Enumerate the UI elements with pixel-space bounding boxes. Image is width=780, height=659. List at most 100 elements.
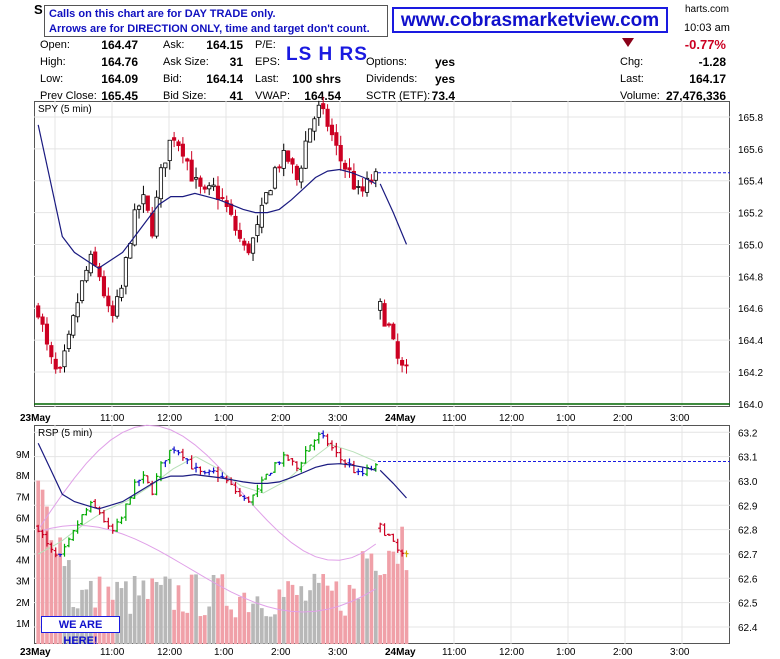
options-value: yes [434,55,455,69]
eps-label: EPS: [255,56,281,68]
spy-y-tick-label: 165.4 [738,177,763,188]
volume-bar [202,615,207,644]
last-value: 164.17 [689,72,726,86]
spy-day2-body [395,341,400,359]
volume-bar [268,616,273,644]
spy-day1-body [79,280,85,302]
spy-day1-body [294,165,299,181]
volume-bar [404,570,409,644]
volume-bar [387,550,391,644]
callout-line-1: Calls on this chart are for DAY TRADE on… [49,8,276,20]
volume-bar [67,560,71,644]
spy-day1-body [202,186,207,190]
spy-x-tick-label: 3:00 [328,413,348,424]
rsp-day2-candles [378,522,409,558]
spy-day1-body [299,167,304,183]
spy-day1-body [49,345,54,358]
volume-tick-label: 9M [16,450,30,461]
volume-bar [238,596,242,644]
volume-bar [295,594,299,644]
spy-day1-body [66,333,71,350]
volume-bar [400,526,404,644]
spy-day1-body [141,194,146,205]
spy-day1-body [193,177,199,180]
volume-bar [97,576,102,644]
spy-day1-body [97,266,102,278]
spy-day1-body [343,162,348,170]
spy-y-tick-label: 165.6 [738,145,763,156]
spy-x-tick-label: 11:00 [100,413,125,424]
volume-bar [308,590,312,644]
spy-day1-body [198,177,203,187]
spy-day1-body [215,185,221,200]
rsp-x-tick-label: 2:00 [613,647,633,658]
spy-x-tick-label: 2:00 [271,413,291,424]
volume-bar [220,574,225,644]
spy-y-tick-label: 164.0 [738,400,763,411]
high-label: High: [40,56,66,68]
spy-day1-body [259,204,264,228]
day-trade-callout: Calls on this chart are for DAY TRADE on… [44,5,388,37]
spy-day1-body [119,287,124,298]
spy-day1-body [250,237,256,254]
spy-x-tick-label: 1:00 [214,413,234,424]
rsp-y-tick-label: 63.2 [738,428,758,439]
spy-day1-body [246,243,251,254]
volume-bar [194,574,198,644]
volume-tick-label: 6M [16,513,30,524]
rsp-x-tick-label: 11:00 [100,647,125,658]
spy-title: SPY (5 min) [38,104,92,115]
rsp-day1-candles [36,430,378,558]
bid-label: Bid: [163,73,182,85]
chg-label: Chg: [620,56,644,68]
rsp-x-tick-label: 1:00 [214,647,234,658]
volume-bar [145,598,150,644]
volume-bar [352,588,356,644]
spy-day1-body [123,257,128,287]
volume-bar [334,581,339,644]
spy-day1-body [364,177,370,193]
rsp-ma-line [37,442,376,510]
spy-day1-body [71,315,76,336]
spy-day1-body [185,158,190,162]
volume-bar [286,581,290,644]
we-are-here-label: WE ARE HERE! [41,616,120,647]
volume-bar [281,596,286,644]
spy-ma-line [37,124,377,270]
spy-x-tick-label: 24May [385,413,416,424]
spy-day1-body [360,186,365,192]
volume-bar [167,578,172,644]
spy-day1-body [150,212,155,237]
volume-bar [88,580,93,644]
volume-bar [382,574,387,644]
rsp-lower-band [38,524,377,613]
spy-x-tick-label: 12:00 [157,413,182,424]
volume-bar [378,575,383,644]
spy-x-tick-label: 2:00 [613,413,633,424]
spy-day1-body [233,215,238,231]
spy-day1-body [307,128,313,143]
spy-day1-body [145,195,150,211]
dividends-value: yes [434,72,455,86]
rsp-x-tick-label: 1:00 [556,647,576,658]
rsp-y-tick-label: 62.4 [738,623,758,634]
spy-day1-body [356,186,361,188]
volume-tick-label: 7M [16,492,30,503]
website-banner[interactable]: www.cobrasmarketview.com [392,7,668,33]
rsp-y-tick-label: 63.0 [738,477,758,488]
options-label: Options: [366,56,407,68]
volume-bar [36,480,41,644]
spy-day1-body [154,196,159,237]
volume-bar [115,581,119,644]
volume-bar [316,582,321,644]
rsp-x-tick-label: 3:00 [670,647,690,658]
spy-day1-body [373,171,378,181]
volume-value: 27,476,336 [665,89,726,103]
spy-day1-body [189,159,194,182]
volume-tick-label: 2M [16,598,30,609]
spy-day1-body [255,224,260,236]
rsp-grid [34,425,730,644]
spy-day1-body [316,104,321,118]
chg-value: -1.28 [698,55,726,69]
